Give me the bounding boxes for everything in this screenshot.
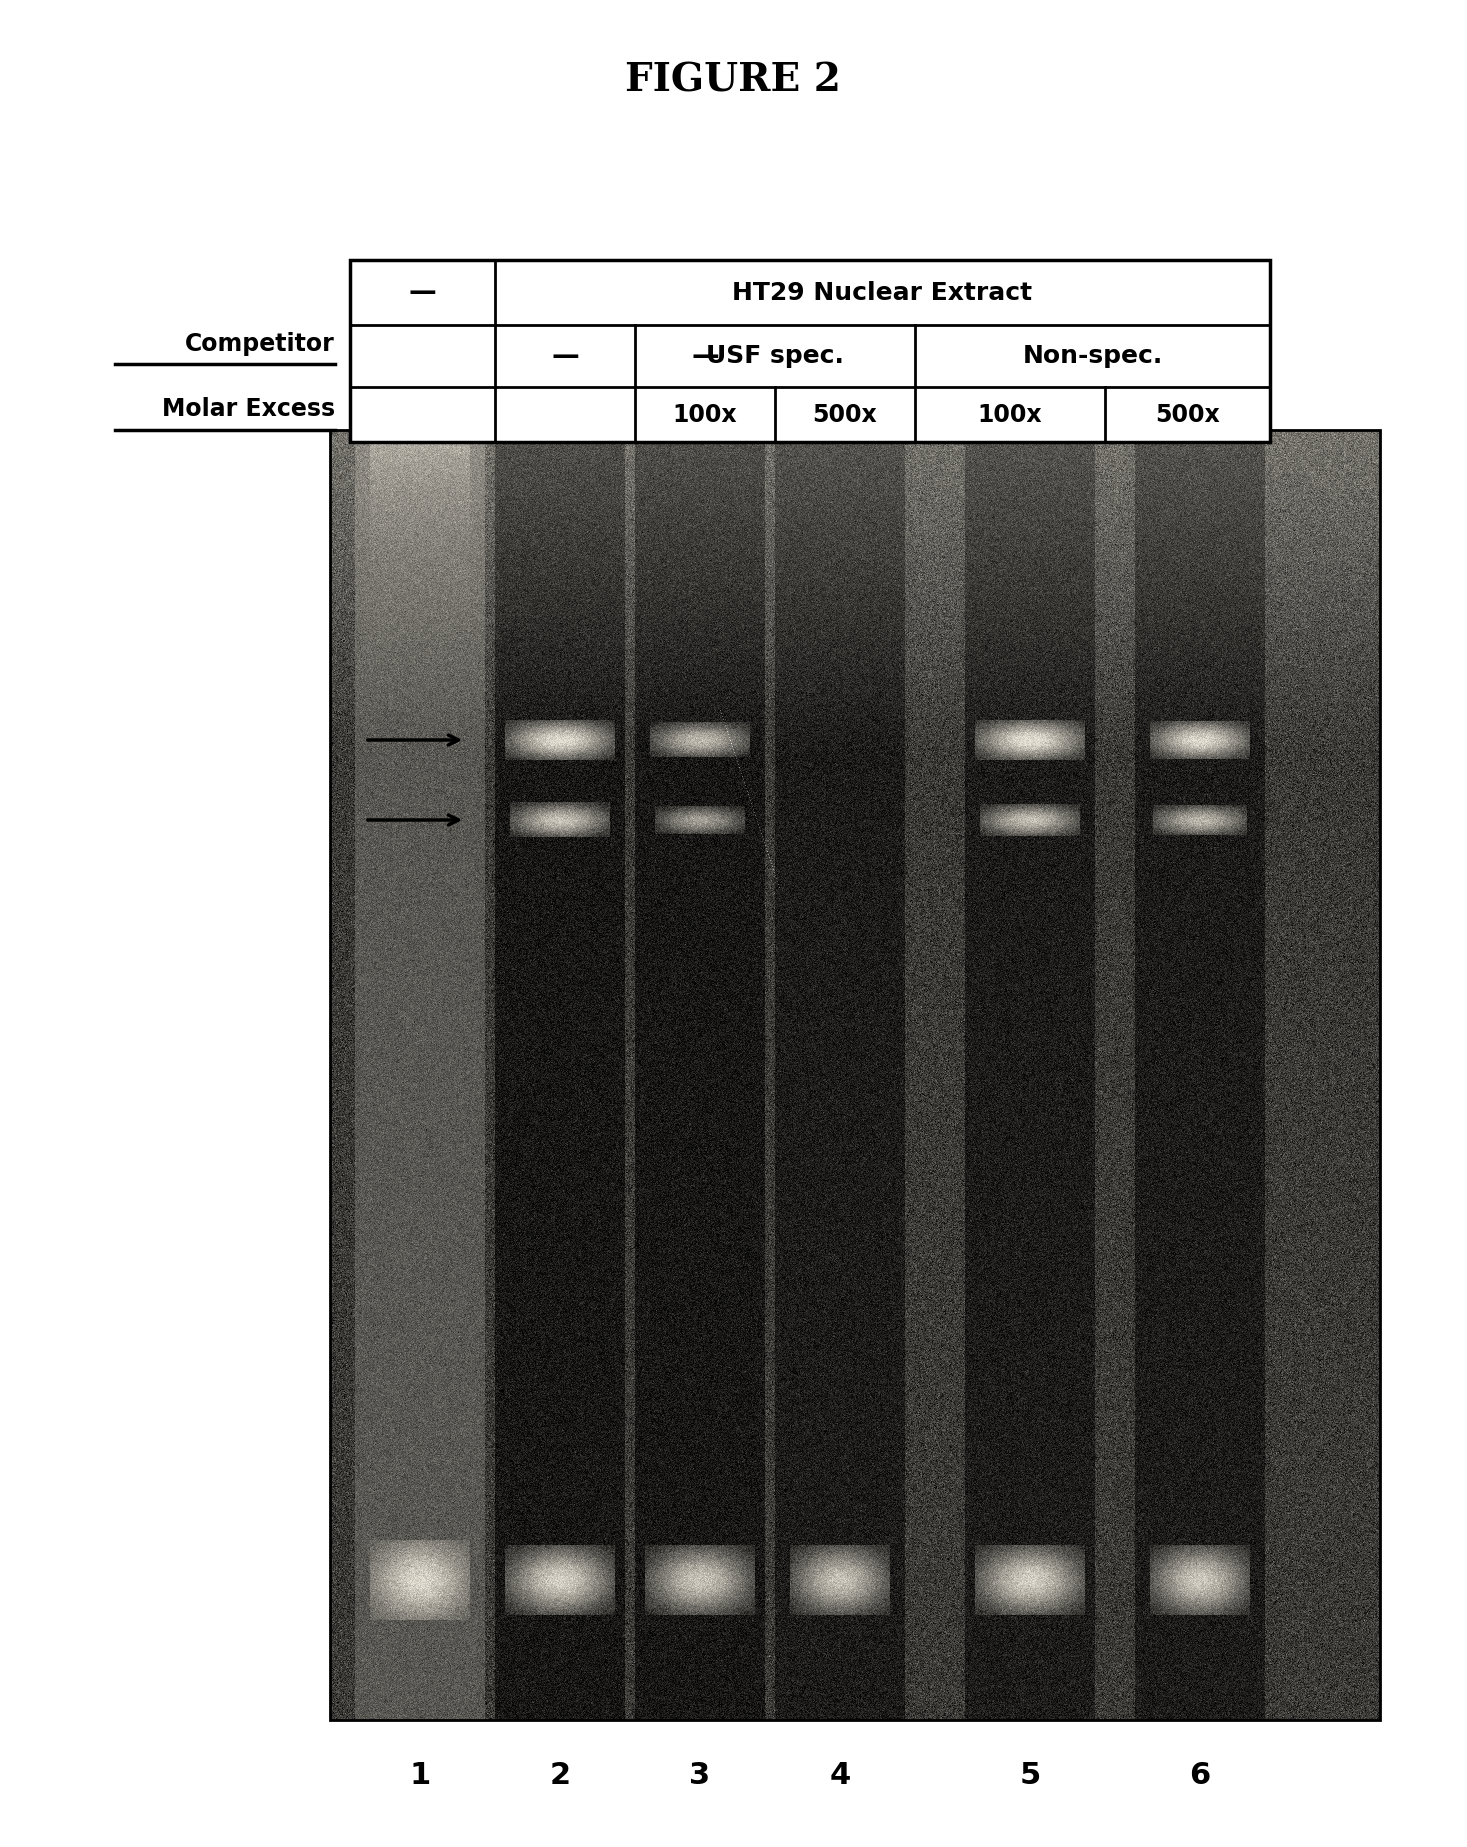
Text: 2: 2 <box>550 1760 571 1790</box>
Text: 6: 6 <box>1190 1760 1210 1790</box>
Text: Non-spec.: Non-spec. <box>1022 344 1163 368</box>
Text: Molar Excess: Molar Excess <box>161 397 334 421</box>
Bar <box>351 260 1270 441</box>
Text: HT29 Nuclear Extract: HT29 Nuclear Extract <box>732 281 1033 305</box>
Bar <box>351 260 1270 441</box>
Text: 500x: 500x <box>813 403 877 427</box>
Text: 500x: 500x <box>1155 403 1221 427</box>
Text: —: — <box>552 342 579 369</box>
Text: —: — <box>409 279 436 307</box>
Text: 3: 3 <box>689 1760 710 1790</box>
Text: 100x: 100x <box>977 403 1043 427</box>
Text: Competitor: Competitor <box>185 332 334 356</box>
Text: —: — <box>691 342 719 369</box>
Text: 100x: 100x <box>673 403 738 427</box>
Text: 1: 1 <box>409 1760 431 1790</box>
Text: USF spec.: USF spec. <box>706 344 844 368</box>
Text: 5: 5 <box>1020 1760 1040 1790</box>
Bar <box>330 430 1380 1720</box>
Text: 4: 4 <box>829 1760 851 1790</box>
Text: FIGURE 2: FIGURE 2 <box>625 61 841 100</box>
